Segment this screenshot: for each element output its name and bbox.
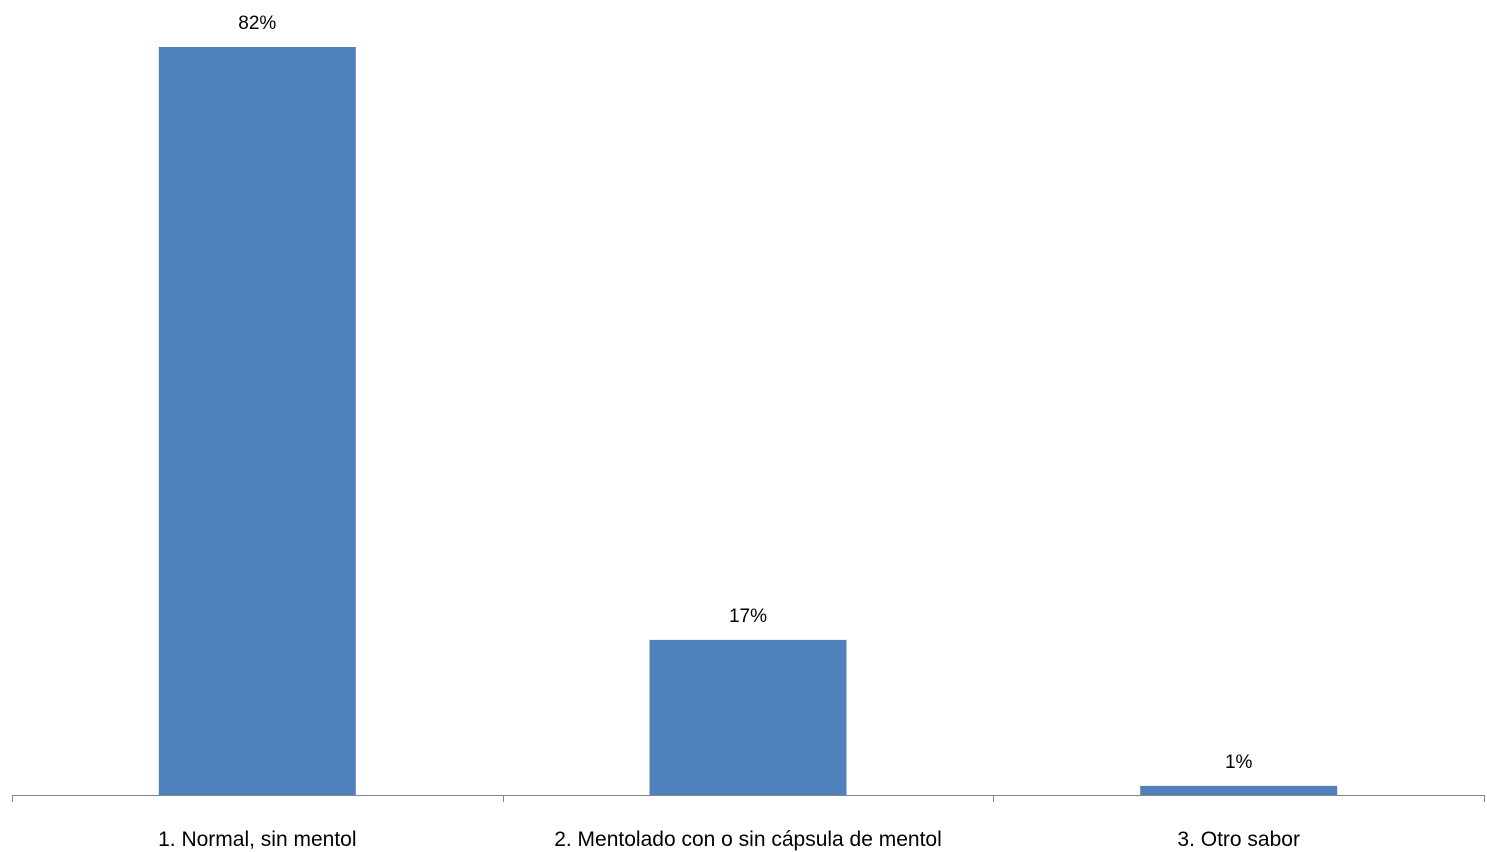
data-label-3-otro-sabor: 1% [1225,752,1253,773]
x-tick-labels-group: 1. Normal, sin mentol 2. Mentolado con o … [158,828,1300,851]
x-tick-label-1-normal-sin-mentol: 1. Normal, sin mentol [158,828,356,851]
bar-3-otro-sabor [1140,785,1338,795]
data-labels-group: 82% 17% 1% [238,13,1252,773]
data-label-2-mentolado-con-o-sin-capsula-de-mentol: 17% [729,606,767,627]
x-axis [12,795,1485,802]
x-tick-label-3-otro-sabor: 3. Otro sabor [1177,828,1300,851]
bar-1-normal-sin-mentol [158,47,356,795]
bar-2-mentolado-con-o-sin-capsula-de-mentol [649,639,847,795]
data-label-1-normal-sin-mentol: 82% [238,13,276,34]
x-tick-label-2-mentolado-con-o-sin-capsula-de-mentol: 2. Mentolado con o sin cápsula de mentol [554,828,942,851]
bars-group [158,47,1338,795]
